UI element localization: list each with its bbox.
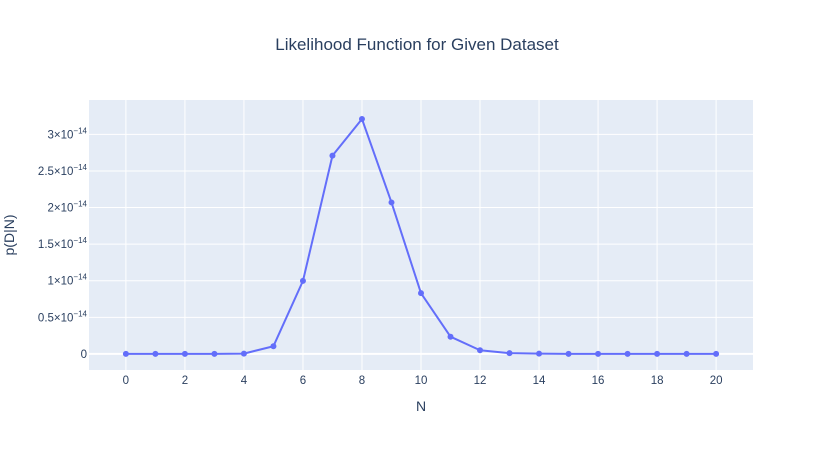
x-tick-label: 16 xyxy=(592,375,605,387)
x-tick-label: 6 xyxy=(300,375,306,387)
x-tick-labels: 0 2 4 6 8 10 12 14 16 18 20 xyxy=(123,375,723,387)
x-tick-label: 10 xyxy=(415,375,428,387)
x-tick-label: 2 xyxy=(182,375,188,387)
data-point[interactable] xyxy=(240,350,247,357)
data-point[interactable] xyxy=(713,350,720,357)
data-point[interactable] xyxy=(418,290,424,297)
data-point[interactable] xyxy=(447,333,454,340)
data-point[interactable] xyxy=(152,350,159,357)
y-tick-label: 2×10−14 xyxy=(48,200,88,215)
data-point[interactable] xyxy=(299,277,306,284)
y-axis-title: p(D|N) xyxy=(1,215,17,256)
y-tick-label: 1×10−14 xyxy=(48,273,88,288)
data-point[interactable] xyxy=(595,350,602,357)
data-point[interactable] xyxy=(181,350,188,357)
x-tick-label: 20 xyxy=(710,375,723,387)
data-point[interactable] xyxy=(122,350,129,357)
data-point[interactable] xyxy=(211,350,218,357)
x-axis-title: N xyxy=(416,398,426,414)
data-point[interactable] xyxy=(388,199,395,206)
data-point[interactable] xyxy=(506,350,513,357)
x-tick-label: 12 xyxy=(474,375,487,387)
x-tick-label: 8 xyxy=(359,375,365,387)
data-point[interactable] xyxy=(683,350,690,357)
data-point[interactable] xyxy=(477,347,484,354)
y-tick-label: 0 xyxy=(81,349,87,361)
x-tick-label: 14 xyxy=(533,375,546,387)
chart-title: Likelihood Function for Given Dataset xyxy=(275,35,559,54)
data-point[interactable] xyxy=(329,152,336,159)
x-tick-label: 18 xyxy=(651,375,664,387)
data-point[interactable] xyxy=(654,350,661,357)
data-point[interactable] xyxy=(565,350,572,357)
y-tick-labels: 0 0.5×10−14 1×10−14 1.5×10−14 2×10−14 2.5×10−… xyxy=(38,126,88,361)
y-tick-label: 1.5×10−14 xyxy=(38,236,88,251)
data-point[interactable] xyxy=(270,343,277,350)
y-tick-label: 2.5×10−14 xyxy=(38,163,88,178)
x-tick-label: 0 xyxy=(123,375,129,387)
series-layer xyxy=(122,116,720,357)
data-point[interactable] xyxy=(536,350,543,357)
x-tick-label: 4 xyxy=(241,375,248,387)
data-point[interactable] xyxy=(358,116,365,123)
y-tick-label: 3×10−14 xyxy=(48,126,88,141)
grid-layer xyxy=(89,100,753,370)
y-tick-label: 0.5×10−14 xyxy=(38,309,88,324)
data-point[interactable] xyxy=(624,350,631,357)
